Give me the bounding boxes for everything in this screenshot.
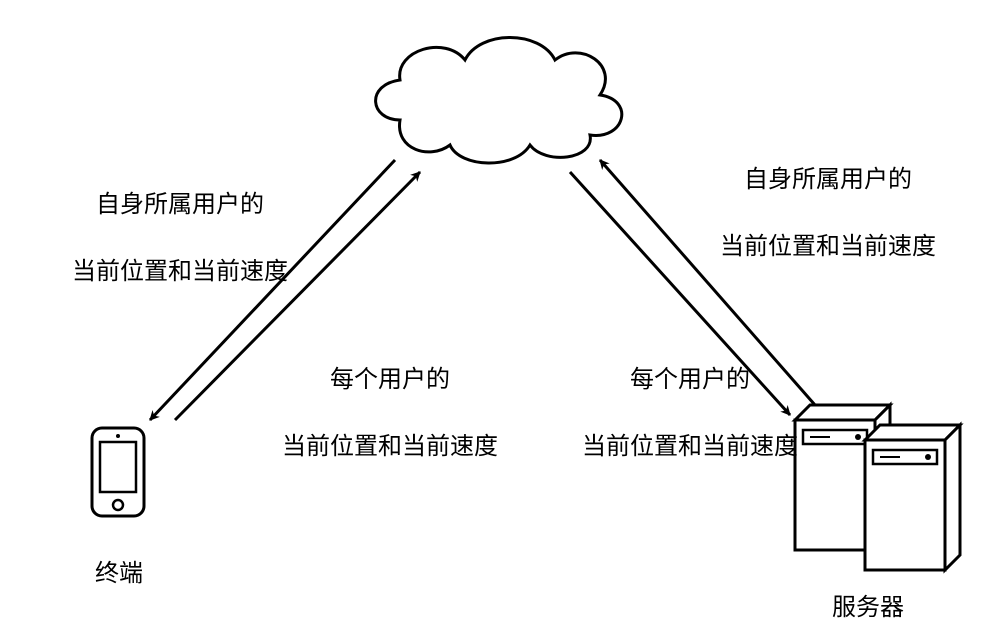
label-top-left-line1: 自身所属用户的 bbox=[96, 192, 264, 218]
label-top-left: 自身所属用户的 当前位置和当前速度 bbox=[60, 155, 288, 289]
label-top-right-line2: 当前位置和当前速度 bbox=[720, 234, 936, 260]
label-mid-left-line2: 当前位置和当前速度 bbox=[282, 434, 498, 460]
server-label: 服务器 bbox=[832, 592, 904, 626]
label-mid-right: 每个用户的 当前位置和当前速度 bbox=[570, 330, 798, 464]
label-top-right-line1: 自身所属用户的 bbox=[744, 167, 912, 193]
label-mid-right-line1: 每个用户的 bbox=[630, 367, 750, 393]
label-top-right: 自身所属用户的 当前位置和当前速度 bbox=[708, 130, 936, 264]
cloud-icon bbox=[376, 38, 622, 164]
label-mid-left-line1: 每个用户的 bbox=[330, 367, 450, 393]
label-top-left-line2: 当前位置和当前速度 bbox=[72, 259, 288, 285]
server-icon bbox=[795, 405, 960, 570]
terminal-label: 终端 bbox=[95, 558, 143, 592]
label-mid-left: 每个用户的 当前位置和当前速度 bbox=[270, 330, 498, 464]
terminal-icon bbox=[92, 428, 144, 516]
label-mid-right-line2: 当前位置和当前速度 bbox=[582, 434, 798, 460]
